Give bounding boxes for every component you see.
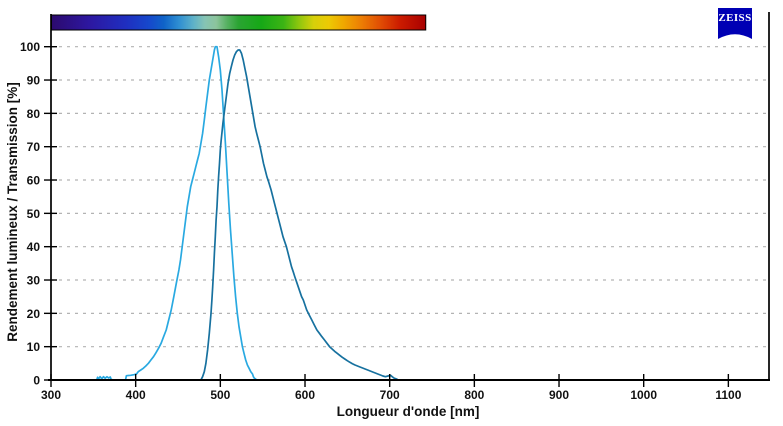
y-tick-label-40: 40: [27, 240, 41, 254]
excitation-curve: [95, 45, 258, 381]
x-tick-label-900: 900: [549, 388, 569, 402]
x-tick-label-700: 700: [380, 388, 400, 402]
visible-spectrum-bar: [51, 14, 427, 31]
y-tick-label-100: 100: [20, 40, 40, 54]
y-tick-label-60: 60: [27, 174, 41, 188]
y-tick-label-0: 0: [33, 374, 40, 388]
y-tick-label-30: 30: [27, 274, 41, 288]
axes: [48, 12, 770, 381]
zeiss-logo-text: ZEISS: [718, 12, 751, 24]
x-tick-label-300: 300: [41, 388, 61, 402]
y-tick-label-20: 20: [27, 307, 41, 321]
gridlines: [51, 46, 769, 348]
ticks: [44, 46, 730, 387]
y-tick-label-50: 50: [27, 207, 41, 221]
x-tick-label-800: 800: [464, 388, 484, 402]
y-axis-label: Rendement lumineux / Transmission [%]: [5, 82, 20, 342]
y-tick-label-10: 10: [27, 340, 41, 354]
x-tick-label-1100: 1100: [715, 388, 741, 402]
x-tick-label-600: 600: [295, 388, 315, 402]
emission-curve: [200, 49, 399, 381]
y-tick-label-70: 70: [27, 140, 41, 154]
x-tick-label-500: 500: [210, 388, 230, 402]
tick-labels: 300 400 500 600 700 800 900 1000 1100 0 10 20 30 40 50…: [20, 40, 742, 402]
zeiss-logo-shape: [718, 8, 752, 39]
y-tick-label-80: 80: [27, 107, 41, 121]
zeiss-logo: ZEISS: [718, 8, 752, 39]
curves: [95, 45, 399, 381]
y-tick-label-90: 90: [27, 74, 41, 88]
x-axis-label: Longueur d'onde [nm]: [337, 404, 480, 419]
x-tick-label-1000: 1000: [630, 388, 657, 402]
x-tick-label-400: 400: [126, 388, 146, 402]
